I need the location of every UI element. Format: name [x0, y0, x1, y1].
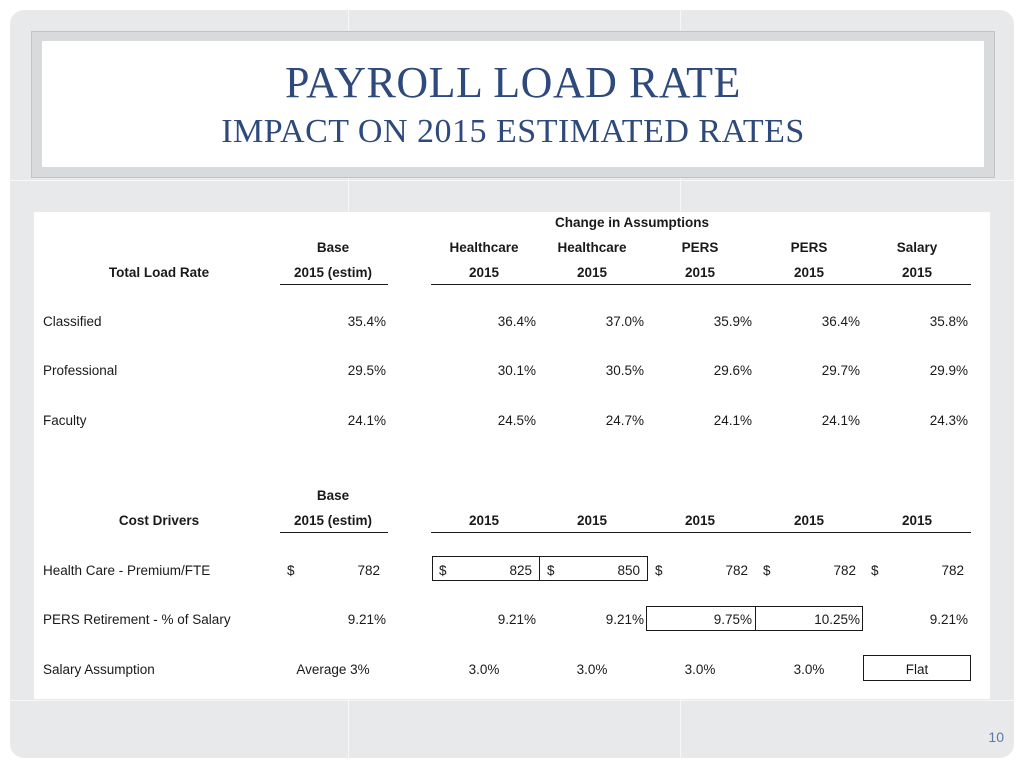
total-load-rate-label: Total Load Rate [108, 265, 210, 280]
cell-value: 24.1% [821, 413, 860, 428]
cell-base: 35.4% [347, 314, 386, 329]
cell-value: 3.0% [468, 662, 500, 677]
cell-value: 782 [725, 563, 748, 578]
row-label-pers-retirement: PERS Retirement - % of Salary [43, 612, 231, 627]
scenario-header-year: 2015 [468, 265, 500, 280]
cell-value: 3.0% [684, 662, 716, 677]
cell-value: 30.1% [497, 363, 536, 378]
row-label-health-care: Health Care - Premium/FTE [43, 563, 211, 578]
scenario-header-top: Healthcare [449, 240, 519, 255]
cell-value: 29.6% [713, 363, 752, 378]
cost-year-header: 2015 [793, 513, 825, 528]
cell-value: 35.8% [929, 314, 968, 329]
cost-year-header: 2015 [901, 513, 933, 528]
scenario-header-year: 2015 [901, 265, 933, 280]
cell-value: 29.9% [929, 363, 968, 378]
scenario-header-year: 2015 [793, 265, 825, 280]
cell-base: 24.1% [347, 413, 386, 428]
scenario-header-year: 2015 [576, 265, 608, 280]
currency-symbol: $ [871, 563, 879, 578]
cost-base-header-top: Base [316, 488, 350, 503]
slide-title: PAYROLL LOAD RATE [285, 58, 741, 107]
cell-value: 850 [617, 563, 640, 578]
cell-value: 10.25% [814, 612, 860, 627]
cost-base-header-year: 2015 (estim) [293, 513, 373, 528]
cell-value: 9.21% [497, 612, 536, 627]
header-underline [280, 284, 388, 285]
cell-value: Flat [905, 662, 929, 677]
cell-value: 825 [509, 563, 532, 578]
background-grid-line [10, 180, 1014, 181]
cell-value: 3.0% [576, 662, 608, 677]
cell-value: 9.21% [929, 612, 968, 627]
cell-value: 30.5% [605, 363, 644, 378]
cell-value: 24.7% [605, 413, 644, 428]
background-grid-line [10, 700, 1014, 701]
currency-symbol: $ [547, 563, 555, 578]
cost-drivers-label: Cost Drivers [118, 513, 200, 528]
header-underline [431, 284, 971, 285]
cell-value: 9.21% [605, 612, 644, 627]
cell-value: 29.7% [821, 363, 860, 378]
cost-year-header: 2015 [576, 513, 608, 528]
cost-year-header: 2015 [684, 513, 716, 528]
title-frame: PAYROLL LOAD RATE IMPACT ON 2015 ESTIMAT… [31, 31, 995, 178]
cell-base: 9.21% [347, 612, 386, 627]
highlight-box [539, 556, 648, 581]
row-label-faculty: Faculty [43, 413, 87, 428]
cell-value: 3.0% [793, 662, 825, 677]
highlight-box [755, 606, 863, 631]
rates-table: Change in Assumptions Base 2015 (estim) … [34, 212, 990, 699]
highlight-box [863, 655, 971, 681]
base-header-year: 2015 (estim) [293, 265, 373, 280]
scenario-header-top: Healthcare [557, 240, 627, 255]
cell-value: 24.5% [497, 413, 536, 428]
cell-value: 24.3% [929, 413, 968, 428]
cell-value: 36.4% [821, 314, 860, 329]
cell-value: 35.9% [713, 314, 752, 329]
cell-base: 29.5% [347, 363, 386, 378]
row-label-classified: Classified [43, 314, 102, 329]
header-underline [280, 532, 388, 533]
cell-value: 36.4% [497, 314, 536, 329]
cell-value: 782 [941, 563, 964, 578]
currency-symbol: $ [763, 563, 771, 578]
scenario-header-top: PERS [790, 240, 828, 255]
slide-subtitle: IMPACT ON 2015 ESTIMATED RATES [221, 113, 805, 150]
cell-base: Average 3% [296, 662, 370, 677]
scenario-header-year: 2015 [684, 265, 716, 280]
cell-value: 782 [833, 563, 856, 578]
cell-base: 782 [357, 563, 380, 578]
currency-symbol: $ [655, 563, 663, 578]
title-box: PAYROLL LOAD RATE IMPACT ON 2015 ESTIMAT… [42, 41, 984, 167]
scenario-header-top: PERS [681, 240, 719, 255]
base-header-top: Base [316, 240, 350, 255]
cell-value: 9.75% [713, 612, 752, 627]
header-underline [431, 532, 971, 533]
row-label-salary-assumption: Salary Assumption [43, 662, 155, 677]
row-label-professional: Professional [43, 363, 118, 378]
cell-value: 37.0% [605, 314, 644, 329]
currency-symbol: $ [439, 563, 447, 578]
cell-value: 24.1% [713, 413, 752, 428]
page-number: 10 [988, 729, 1004, 745]
scenario-header-top: Salary [896, 240, 938, 255]
currency-symbol: $ [287, 563, 295, 578]
cost-year-header: 2015 [468, 513, 500, 528]
group-header-change-in-assumptions: Change in Assumptions [554, 215, 709, 230]
